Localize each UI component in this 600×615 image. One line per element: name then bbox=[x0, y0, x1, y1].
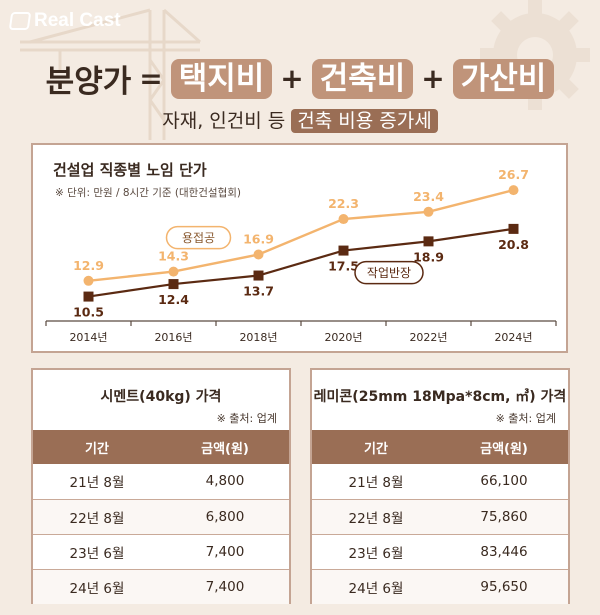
price-cell: 6,800 bbox=[161, 499, 289, 535]
data-point-welder bbox=[338, 214, 349, 225]
series-line-foreman bbox=[88, 227, 514, 298]
period-cell: 23년 6월 bbox=[312, 534, 440, 570]
series-line-welder bbox=[88, 188, 514, 282]
data-point-welder bbox=[168, 266, 179, 277]
legend-callout-foreman bbox=[354, 260, 424, 285]
price-cell: 83,446 bbox=[440, 534, 568, 570]
data-label: 16.9 bbox=[243, 232, 274, 247]
price-cell: 95,650 bbox=[440, 569, 568, 604]
x-tick-label: 2014년 bbox=[69, 331, 107, 344]
data-point-foreman bbox=[168, 279, 179, 290]
price-cell: 75,860 bbox=[440, 499, 568, 535]
remicon-source: ※ 출처: 업계 bbox=[495, 412, 556, 425]
data-point-foreman bbox=[338, 245, 349, 256]
legend-label-foreman: 작업반장 bbox=[367, 266, 411, 280]
x-tick-label: 2020년 bbox=[324, 331, 362, 344]
table-row: 21년 8월 4,800 bbox=[33, 464, 289, 500]
wage-chart-card: 2014년 2016년 2018년 2020년 2022년 2024년 12.9 14.3 16… bbox=[31, 143, 568, 353]
table-row: 22년 8월 6,800 bbox=[33, 499, 289, 535]
x-tick-label: 2022년 bbox=[409, 331, 447, 344]
data-label: 12.9 bbox=[73, 258, 104, 273]
price-cell: 7,400 bbox=[161, 534, 289, 570]
price-cell: 66,100 bbox=[440, 464, 568, 500]
column-header-price: 금액(원) bbox=[161, 430, 289, 464]
cement-title: 시멘트(40kg) 가격 bbox=[100, 389, 222, 405]
period-cell: 21년 8월 bbox=[33, 464, 161, 500]
x-tick-label: 2024년 bbox=[494, 331, 532, 344]
data-label: 23.4 bbox=[413, 189, 444, 204]
data-label: 12.4 bbox=[158, 292, 189, 307]
table-row: 24년 6월 7,400 bbox=[33, 569, 289, 604]
cement-source: ※ 출처: 업계 bbox=[216, 412, 277, 425]
price-cell: 7,400 bbox=[161, 569, 289, 604]
remicon-price-table: 기간 금액(원) 21년 8월 66,100 22년 8월 75,860 23년 6… bbox=[312, 430, 568, 604]
period-cell: 24년 6월 bbox=[312, 569, 440, 604]
period-cell: 22년 8월 bbox=[33, 499, 161, 535]
plus-sign: + bbox=[421, 62, 445, 95]
table-row: 21년 8월 66,100 bbox=[312, 464, 568, 500]
period-cell: 22년 8월 bbox=[312, 499, 440, 535]
logo-icon bbox=[8, 12, 32, 30]
subheadline-text: 자재, 인건비 등 bbox=[162, 110, 286, 132]
term-additional-cost: 가산비 bbox=[452, 58, 555, 99]
column-header-period: 기간 bbox=[312, 430, 440, 464]
brand-name: Real Cast bbox=[34, 10, 121, 31]
term-construction-cost: 건축비 bbox=[311, 58, 414, 99]
table-row: 23년 6월 7,400 bbox=[33, 534, 289, 570]
table-row: 23년 6월 83,446 bbox=[312, 534, 568, 570]
headline: 분양가 = 택지비 + 건축비 + 가산비 bbox=[0, 56, 600, 101]
crane-illustration bbox=[20, 8, 201, 140]
cement-price-card: 시멘트(40kg) 가격 ※ 출처: 업계 기간 금액(원) 21년 8월 4,8… bbox=[31, 368, 291, 604]
plus-sign: + bbox=[280, 62, 304, 95]
data-label: 26.7 bbox=[498, 167, 529, 182]
data-point-welder bbox=[253, 249, 264, 260]
term-land-cost: 택지비 bbox=[170, 58, 273, 99]
chart-title: 건설업 직종별 노임 단가 bbox=[53, 161, 207, 179]
remicon-price-card: 레미콘(25mm 18Mpa*8cm, ㎥) 가격 ※ 출처: 업계 기간 금액… bbox=[310, 368, 570, 604]
subheadline: 자재, 인건비 등 건축 비용 증가세 bbox=[0, 106, 600, 133]
headline-lead: 분양가 bbox=[45, 64, 132, 100]
remicon-title: 레미콘(25mm 18Mpa*8cm, ㎥) 가격 bbox=[313, 389, 567, 405]
data-point-foreman bbox=[83, 291, 94, 302]
equals-sign: = bbox=[139, 62, 163, 95]
data-point-foreman bbox=[253, 270, 264, 281]
data-point-welder bbox=[83, 275, 94, 286]
wage-line-chart: 2014년 2016년 2018년 2020년 2022년 2024년 12.9 14.3 16… bbox=[45, 166, 557, 344]
data-label: 22.3 bbox=[328, 196, 359, 211]
data-point-welder bbox=[508, 185, 519, 196]
data-label: 17.5 bbox=[328, 259, 359, 274]
data-point-welder bbox=[423, 206, 434, 217]
data-point-foreman bbox=[423, 236, 434, 247]
data-label: 13.7 bbox=[243, 284, 274, 299]
data-label: 18.9 bbox=[413, 249, 444, 264]
legend-callout-welder bbox=[165, 225, 232, 250]
x-tick-label: 2016년 bbox=[154, 331, 192, 344]
data-label: 14.3 bbox=[158, 249, 189, 264]
price-cell: 4,800 bbox=[161, 464, 289, 500]
subheadline-highlight: 건축 비용 증가세 bbox=[291, 109, 438, 133]
period-cell: 24년 6월 bbox=[33, 569, 161, 604]
brand-logo: Real Cast bbox=[8, 10, 121, 32]
data-label: 10.5 bbox=[73, 305, 104, 320]
data-label: 20.8 bbox=[498, 237, 529, 252]
table-row: 22년 8월 75,860 bbox=[312, 499, 568, 535]
table-row: 24년 6월 95,650 bbox=[312, 569, 568, 604]
column-header-period: 기간 bbox=[33, 430, 161, 464]
cement-price-table: 기간 금액(원) 21년 8월 4,800 22년 8월 6,800 23년 6월 7… bbox=[33, 430, 289, 604]
legend-label-welder: 용접공 bbox=[182, 231, 215, 245]
period-cell: 23년 6월 bbox=[33, 534, 161, 570]
chart-unit-note: ※ 단위: 만원 / 8시간 기준 (대한건설협회) bbox=[55, 187, 242, 199]
x-tick-label: 2018년 bbox=[239, 331, 277, 344]
period-cell: 21년 8월 bbox=[312, 464, 440, 500]
column-header-price: 금액(원) bbox=[440, 430, 568, 464]
data-point-foreman bbox=[508, 223, 519, 234]
